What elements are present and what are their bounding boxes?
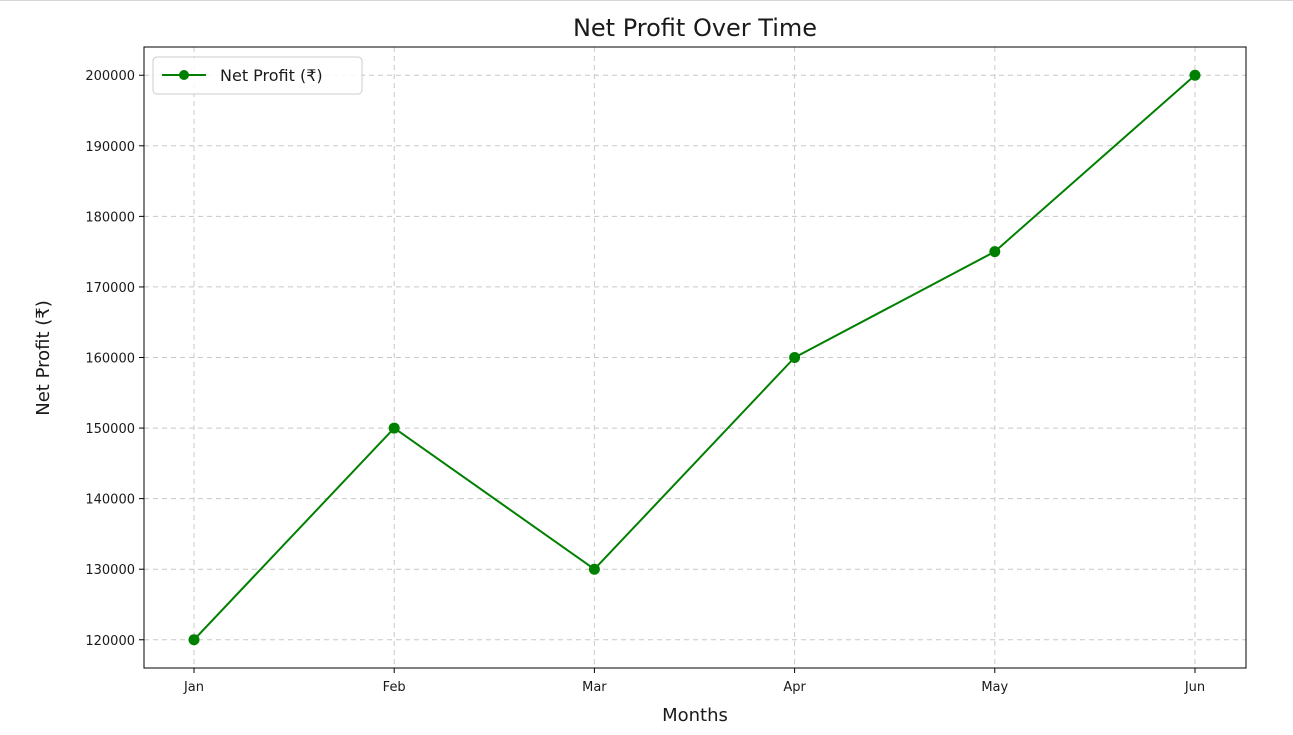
y-tick-label: 130000	[85, 563, 135, 578]
data-point	[188, 634, 200, 646]
x-tick-label: Apr	[783, 680, 806, 695]
data-point	[588, 563, 600, 575]
y-tick-label: 200000	[85, 69, 135, 84]
series-line	[193, 74, 1196, 641]
x-tick-label: Jun	[1184, 680, 1205, 695]
x-axis-title: Months	[662, 705, 728, 726]
series-layer	[188, 69, 1201, 646]
legend-label: Net Profit (₹)	[220, 66, 323, 85]
x-axis-ticks: Jan Feb Mar Apr May Jun	[183, 668, 1205, 695]
legend-box	[152, 56, 363, 95]
legend: Net Profit (₹)	[152, 56, 363, 95]
y-tick-label: 180000	[85, 210, 135, 225]
data-point	[989, 246, 1001, 258]
y-tick-label: 170000	[85, 281, 135, 296]
legend-marker-swatch	[179, 70, 189, 80]
data-point	[388, 422, 400, 434]
y-tick-label: 150000	[85, 422, 135, 437]
y-axis-title: Net Profit (₹)	[33, 300, 54, 416]
y-tick-label: 190000	[85, 140, 135, 155]
y-tick-label: 160000	[85, 352, 135, 367]
grid	[144, 47, 1246, 668]
x-tick-label: Mar	[582, 680, 607, 695]
x-tick-label: Feb	[383, 680, 406, 695]
y-tick-label: 120000	[85, 634, 135, 649]
top-border	[0, 0, 1293, 1]
y-tick-label: 140000	[85, 493, 135, 508]
chart-title: Net Profit Over Time	[573, 14, 817, 42]
x-tick-label: May	[981, 680, 1008, 695]
data-point	[1189, 69, 1201, 81]
x-tick-label: Jan	[183, 680, 204, 695]
data-point	[789, 352, 801, 363]
y-axis-ticks: 120000 130000 140000 150000 160000 170000 1800…	[85, 69, 144, 649]
